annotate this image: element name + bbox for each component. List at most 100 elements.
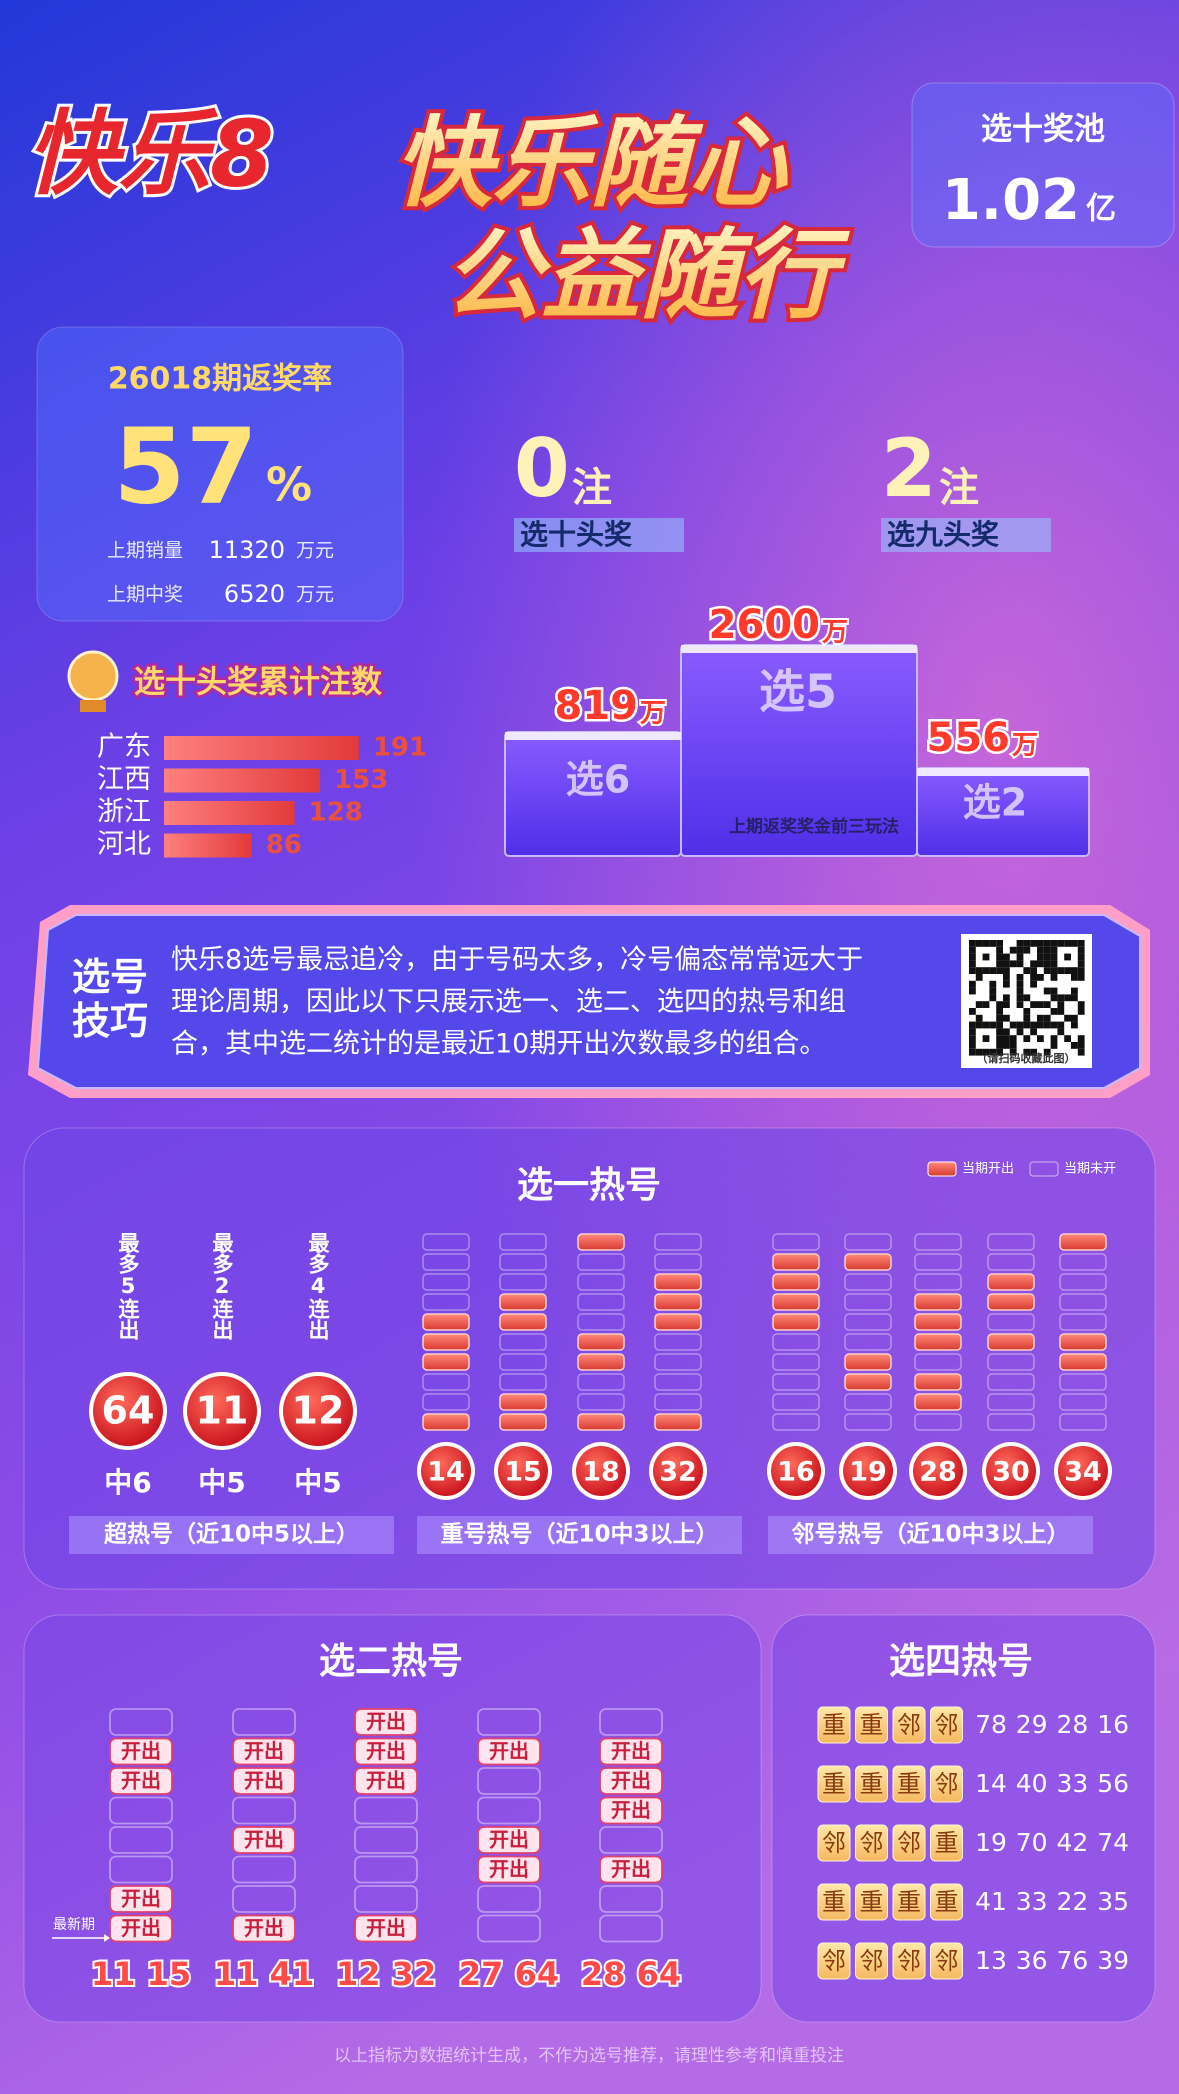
cell-label: 开出 — [611, 1857, 651, 1881]
qr-module — [1037, 946, 1044, 954]
cell-empty — [477, 1796, 541, 1825]
qr-module — [996, 967, 1003, 974]
qr-module — [1037, 1014, 1044, 1022]
jackpot-panel — [911, 82, 1175, 248]
bar-category-label: 江西 — [97, 764, 151, 795]
section-title: 选一热号 — [517, 1165, 661, 1206]
tag-label: 邻 — [822, 1829, 846, 1857]
qr-module — [1071, 1021, 1078, 1029]
tag-label: 邻 — [897, 1947, 921, 1975]
pair-label: 11 41 — [214, 1955, 314, 1993]
podium-name: 选6 — [566, 758, 630, 802]
cell-drawn — [599, 1767, 663, 1795]
podium-top — [917, 768, 1089, 776]
tag-box — [930, 1706, 963, 1744]
cell-drawn — [987, 1273, 1035, 1291]
cell-empty — [109, 1826, 173, 1854]
pick4-number: 56 — [1097, 1769, 1129, 1798]
hits-label: 中5 — [198, 1466, 245, 1499]
cell-drawn — [987, 1333, 1035, 1351]
cell-drawn — [599, 1855, 663, 1884]
qr-module — [1057, 1021, 1065, 1029]
qr-module — [1037, 953, 1044, 961]
tag-label: 重 — [935, 1829, 959, 1857]
qr-module — [1071, 1014, 1078, 1022]
qr-module — [996, 1028, 1003, 1036]
cell-empty — [987, 1313, 1035, 1331]
podium-unit: 万 — [640, 699, 666, 729]
cell-drawn — [499, 1313, 547, 1331]
qr-module — [1043, 967, 1051, 974]
qr-module — [1043, 960, 1051, 968]
qr-module — [975, 1021, 983, 1029]
qr-module — [1023, 1008, 1031, 1015]
cell-label: 开出 — [489, 1739, 529, 1763]
cell-empty — [499, 1253, 547, 1271]
cell-empty — [914, 1413, 962, 1431]
qr-module — [996, 946, 1003, 954]
qr-module — [1077, 1008, 1085, 1015]
latest-arrow-head — [104, 1934, 110, 1942]
qr-module — [989, 987, 997, 995]
qr-module — [1003, 1014, 1010, 1022]
qr-module — [969, 980, 976, 988]
pick4-number: 78 — [975, 1710, 1007, 1739]
cell-drawn — [599, 1737, 663, 1766]
qr-module — [1057, 967, 1065, 974]
pick4-number: 14 — [975, 1769, 1007, 1798]
qr-module — [1071, 974, 1078, 981]
cell-empty — [654, 1393, 702, 1411]
qr-module — [982, 953, 990, 961]
qr-module — [1077, 967, 1085, 974]
tag-box — [855, 1706, 888, 1744]
qr-module — [1043, 1048, 1051, 1056]
cell-drawn — [477, 1855, 541, 1884]
qr-module — [1037, 1001, 1044, 1008]
qr-module — [1003, 1035, 1010, 1042]
cell-empty — [1059, 1273, 1107, 1291]
cell-drawn — [844, 1353, 892, 1371]
qr-module — [969, 1048, 976, 1056]
qr-module — [1009, 1048, 1017, 1056]
cell-empty — [499, 1353, 547, 1371]
hits-label: 中5 — [294, 1466, 341, 1499]
ball-number: 12 — [292, 1389, 345, 1433]
tag-box — [892, 1883, 926, 1921]
caption-bar — [417, 1516, 742, 1554]
cell-empty — [599, 1826, 663, 1854]
tag-label: 重 — [860, 1770, 884, 1798]
cell-label: 开出 — [366, 1739, 406, 1763]
cell-label: 开出 — [611, 1739, 651, 1763]
cell-drawn — [1059, 1233, 1107, 1251]
qr-module — [1030, 940, 1037, 947]
qr-module — [1077, 940, 1085, 947]
cell-drawn — [232, 1737, 296, 1766]
qr-module — [982, 1001, 990, 1008]
cell-drawn — [577, 1413, 625, 1431]
cell-drawn — [844, 1253, 892, 1271]
cell-empty — [772, 1373, 820, 1391]
pick4-number: 41 — [975, 1887, 1007, 1916]
ball-number: 34 — [1064, 1457, 1102, 1488]
qr-module — [1071, 994, 1078, 1002]
cell-drawn — [422, 1333, 470, 1351]
qr-module — [1077, 1048, 1085, 1056]
cell-drawn — [109, 1737, 173, 1766]
qr-module — [1043, 1014, 1051, 1022]
cell-empty — [1059, 1293, 1107, 1311]
cell-empty — [354, 1796, 418, 1825]
qr-module — [1050, 960, 1058, 968]
cell-drawn — [499, 1413, 547, 1431]
qr-module — [969, 987, 976, 995]
cell-empty — [577, 1373, 625, 1391]
qr-module — [1050, 1035, 1058, 1042]
qr-module — [996, 1042, 1003, 1049]
qr-module — [1030, 1028, 1037, 1036]
prize-name: 选十头奖 — [520, 518, 632, 551]
qr-module — [1043, 940, 1051, 947]
qr-module — [1064, 940, 1071, 947]
cell-empty — [599, 1885, 663, 1913]
bar-value-label: 128 — [309, 798, 363, 828]
pair-label: 27 64 — [459, 1955, 559, 1993]
